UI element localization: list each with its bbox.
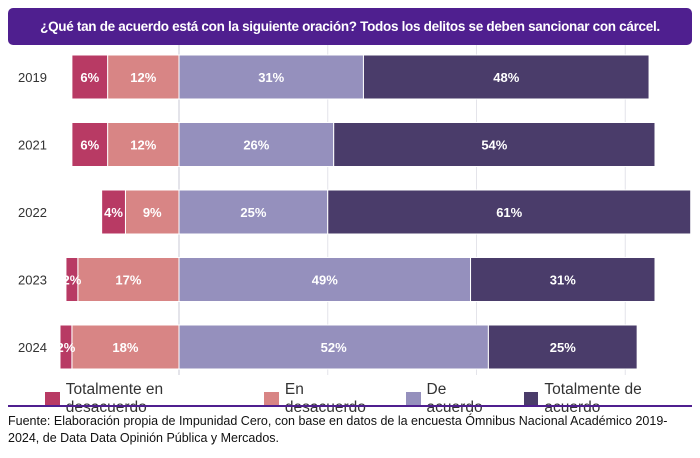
data-label: 25% (550, 340, 576, 355)
data-label: 12% (130, 70, 156, 85)
data-label: 61% (496, 205, 522, 220)
data-label: 54% (481, 138, 507, 153)
category-label: 2024 (18, 340, 47, 355)
bar-segment (59, 324, 73, 370)
data-label: 26% (243, 138, 269, 153)
bar-segment (333, 122, 656, 167)
category-label: 2019 (18, 70, 47, 85)
data-label: 25% (240, 205, 266, 220)
data-label: 12% (130, 138, 156, 153)
data-label: 2% (57, 340, 76, 355)
data-label: 48% (493, 70, 519, 85)
legend-item-totally-disagree: Totalmente en desacuerdo (45, 381, 246, 417)
chart-plot: 2019 12% 6% 31% 48% 2021 12% 6% 26% 54% 2022 9% 4% 25… (18, 45, 692, 375)
chart-title: ¿Qué tan de acuerdo está con la siguient… (8, 8, 692, 45)
bar-segment (65, 257, 79, 302)
data-label: 2% (63, 273, 82, 288)
bar-segment (487, 324, 638, 370)
bar-segment (470, 257, 656, 302)
data-label: 6% (80, 70, 99, 85)
legend-item-disagree: En desacuerdo (264, 381, 388, 417)
bar-segment (124, 189, 180, 235)
bar-segment (178, 324, 489, 370)
legend: Totalmente en desacuerdo En desacuerdo D… (45, 381, 700, 417)
data-label: 6% (80, 138, 99, 153)
legend-item-totally-agree: Totalmente de acuerdo (523, 381, 700, 417)
divider (8, 405, 692, 407)
data-label: 52% (321, 340, 347, 355)
bar-segment (362, 54, 650, 100)
legend-swatch (523, 391, 539, 407)
bar-segment (101, 189, 126, 235)
legend-label: De acuerdo (426, 381, 483, 416)
bar-segment (71, 54, 109, 100)
legend-label: Totalmente de acuerdo (544, 381, 642, 416)
legend-label: Totalmente en desacuerdo (65, 381, 164, 416)
data-label: 9% (143, 205, 162, 220)
data-label: 4% (104, 205, 123, 220)
data-label: 49% (312, 273, 338, 288)
data-label: 31% (550, 273, 576, 288)
legend-swatch (45, 391, 60, 407)
category-label: 2022 (18, 205, 47, 220)
legend-swatch (264, 391, 279, 407)
legend-swatch (405, 391, 421, 407)
legend-label: En desacuerdo (284, 381, 366, 416)
bar-segment (71, 122, 109, 167)
bar-segment (178, 54, 364, 100)
data-label: 18% (112, 340, 138, 355)
legend-item-agree: De acuerdo (405, 381, 506, 417)
bar-segment (107, 54, 180, 100)
data-label: 17% (115, 273, 141, 288)
bar-segment (77, 257, 180, 302)
data-label: 31% (258, 70, 284, 85)
source-note: Fuente: Elaboración propia de Impunidad … (8, 414, 668, 445)
category-label: 2023 (18, 273, 47, 288)
category-label: 2021 (18, 138, 47, 153)
bar-segment (327, 189, 692, 235)
